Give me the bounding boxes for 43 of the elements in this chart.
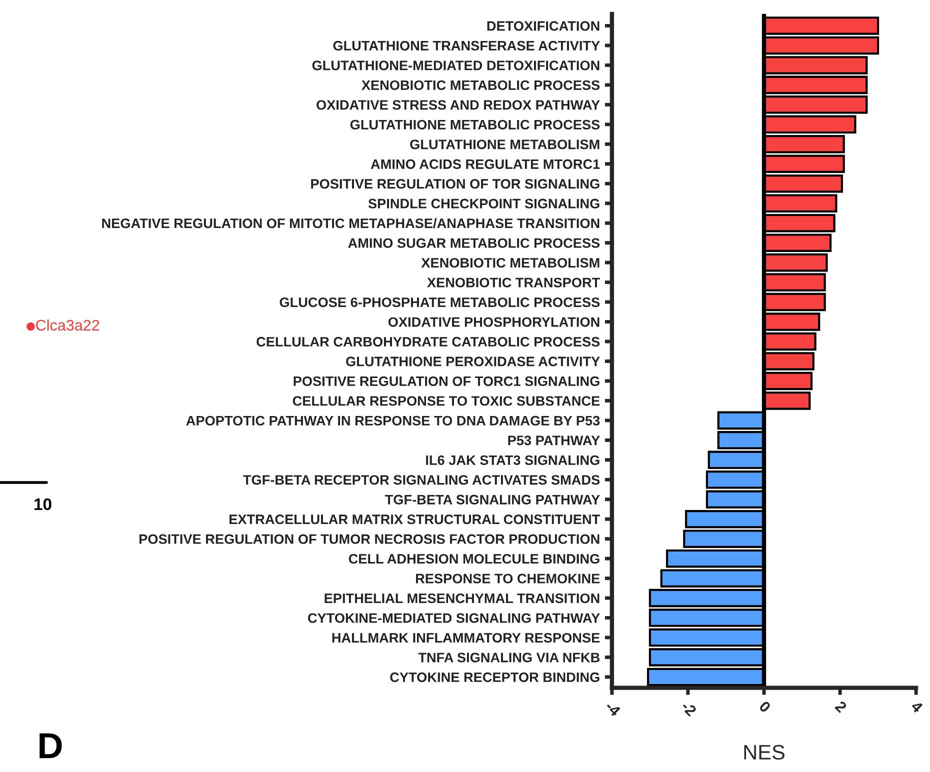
y-tick-label: XENOBIOTIC TRANSPORT [427, 278, 600, 288]
x-axis-title: NES [744, 744, 784, 760]
x-tick-label: -2 [680, 700, 698, 717]
y-tick-label: POSITIVE REGULATION OF TUMOR NECROSIS FACTOR PRODUCTION [139, 534, 600, 544]
y-tick-label: EXTRACELLULAR MATRIX STRUCTURAL CONSTITUENT [230, 514, 600, 524]
y-tick-label: CYTOKINE-MEDIATED SIGNALING PATHWAY [308, 613, 600, 623]
y-tick-label: GLUTATHIONE TRANSFERASE ACTIVITY [333, 40, 600, 51]
y-tick-label: OXIDATIVE STRESS AND REDOX PATHWAY [316, 100, 600, 110]
y-tick-label: GLUTATHIONE-MEDIATED DETOXIFICATION [312, 60, 600, 70]
y-tick-label: HALLMARK INFLAMMATORY RESPONSE [332, 632, 600, 643]
y-tick-label: GLUTATHIONE METABOLIC PROCESS [350, 120, 600, 130]
text: 10 [34, 498, 52, 510]
y-tick-label: TNFA SIGNALING VIA NFKB [418, 652, 600, 662]
y-tick-label: GLUCOSE 6-PHOSPHATE METABOLIC PROCESS [280, 297, 600, 308]
y-tick-label: SPINDLE CHECKPOINT SIGNALING [368, 198, 600, 208]
y-tick-label: CYTOKINE RECEPTOR BINDING [390, 672, 600, 682]
y-tick-label: GLUTATHIONE PEROXIDASE ACTIVITY [346, 356, 600, 366]
y-tick-label: EPITHELIAL MESENCHYMAL TRANSITION [324, 593, 600, 604]
y-tick-label: XENOBIOTIC METABOLIC PROCESS [362, 80, 600, 90]
text: Clca3a22 [36, 319, 100, 331]
y-tick-label: AMINO SUGAR METABOLIC PROCESS [348, 238, 600, 248]
x-tick-label: -4 [604, 700, 622, 718]
y-tick-label: XENOBIOTIC METABOLISM [421, 258, 600, 268]
y-tick-label: AMINO ACIDS REGULATE MTORC1 [370, 159, 600, 169]
y-tick-label: NEGATIVE REGULATION OF MITOTIC METAPHASE/ANAPHASE TRANSITION [102, 218, 600, 228]
y-tick-label: DETOXIFICATION [487, 21, 600, 31]
y-tick-label: POSITIVE REGULATION OF TOR SIGNALING [311, 179, 600, 189]
y-tick-label: CELL ADHESION MOLECULE BINDING [348, 554, 600, 564]
y-tick-label: POSITIVE REGULATION OF TORC1 SIGNALING [294, 376, 600, 386]
y-tick-label: RESPONSE TO CHEMOKINE [416, 574, 600, 584]
x-tick-label: 0 [758, 700, 772, 714]
x-tick-label: 4 [910, 700, 924, 714]
y-tick-label: IL6 JAK STAT3 SIGNALING [426, 455, 600, 465]
y-tick-label: OXIDATIVE PHOSPHORYLATION [388, 317, 600, 327]
y-tick-label: P53 PATHWAY [508, 436, 600, 446]
y-tick-label: TGF-BETA SIGNALING PATHWAY [385, 494, 600, 504]
y-tick-label: APOPTOTIC PATHWAY IN RESPONSE TO DNA DAMAGE BY P53 [186, 416, 600, 426]
y-tick-label: TGF-BETA RECEPTOR SIGNALING ACTIVATES SMADS [243, 475, 600, 485]
y-tick-label: CELLULAR CARBOHYDRATE CATABOLIC PROCESS [256, 336, 600, 347]
y-tick-label: CELLULAR RESPONSE TO TOXIC SUBSTANCE [292, 396, 600, 406]
y-tick-label: GLUTATHIONE METABOLISM [410, 140, 600, 150]
x-tick-label: 2 [834, 700, 848, 714]
text: D [40, 733, 62, 758]
